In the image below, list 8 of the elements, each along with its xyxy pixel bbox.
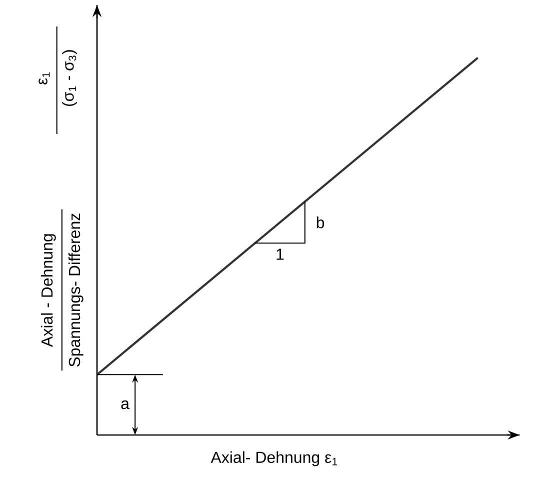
annotation: a: [121, 400, 130, 410]
annotation: (σ$_{1}$ - σ$_{3}$): [62, 50, 77, 106]
annotation: b: [316, 216, 324, 228]
annotation: ε$_{1}$: [38, 72, 50, 84]
annotation: Axial - Dehnung: [40, 234, 56, 347]
annotation: 1: [276, 248, 284, 260]
annotation: Spannungs- Differenz: [68, 214, 84, 367]
x-axis-title: Axial- Dehnung ε$_{1}$: [210, 451, 338, 466]
